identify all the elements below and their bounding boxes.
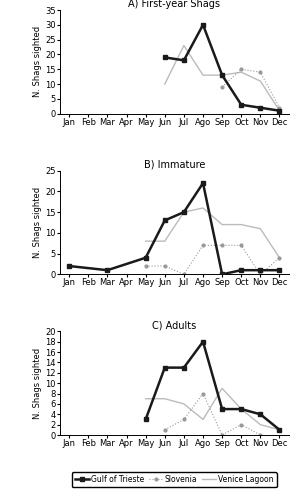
Y-axis label: N. Shags sighted: N. Shags sighted bbox=[33, 187, 42, 258]
Title: B) Immature: B) Immature bbox=[144, 160, 205, 170]
Title: C) Adults: C) Adults bbox=[152, 320, 196, 330]
Y-axis label: N. Shags sighted: N. Shags sighted bbox=[33, 26, 42, 98]
Title: A) First-year Shags: A) First-year Shags bbox=[128, 0, 220, 9]
Y-axis label: N. Shags sighted: N. Shags sighted bbox=[33, 348, 42, 418]
Legend: Gulf of Trieste, Slovenia, Venice Lagoon: Gulf of Trieste, Slovenia, Venice Lagoon bbox=[72, 472, 277, 487]
